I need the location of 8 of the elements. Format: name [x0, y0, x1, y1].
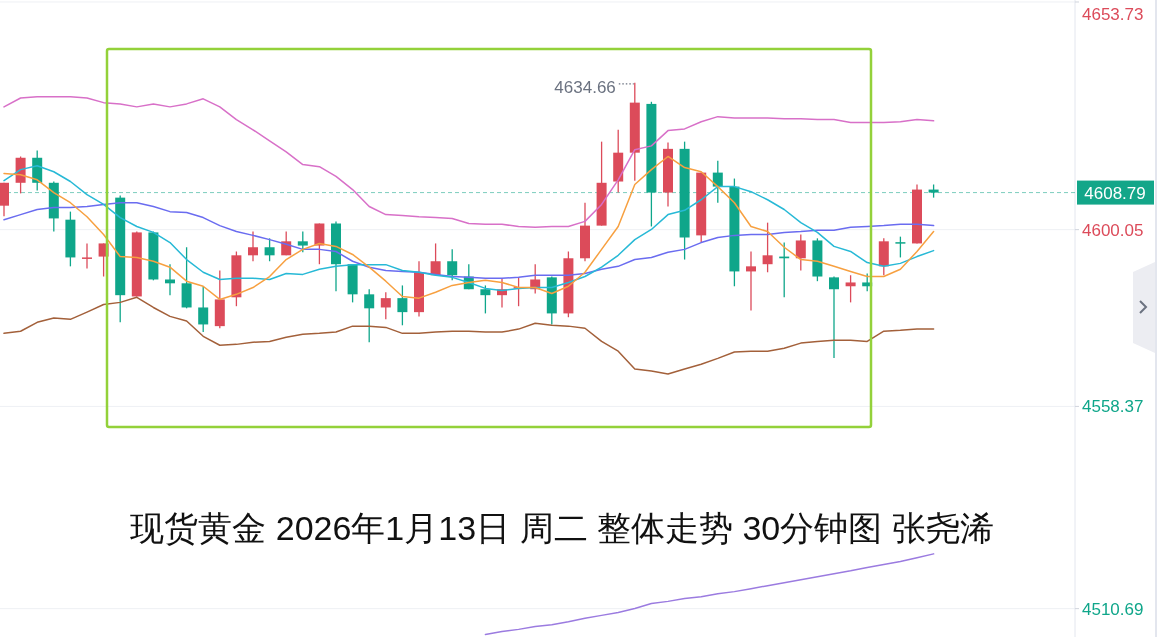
y-tick-label: 4558.37 [1082, 397, 1144, 417]
y-tick-label: 4600.05 [1082, 220, 1144, 240]
y-tick-label: 4653.73 [1082, 5, 1144, 24]
annotation: 4634.66 [554, 77, 616, 97]
text: 现货黄金 2026年1月13日 周二 整体走势 30分钟图 张尧浠 [130, 509, 994, 547]
ref-line-label: 4608.79 [1084, 183, 1146, 203]
y-tick-label: 4510.69 [1082, 599, 1144, 619]
annotation: 4634.66 [554, 77, 635, 97]
